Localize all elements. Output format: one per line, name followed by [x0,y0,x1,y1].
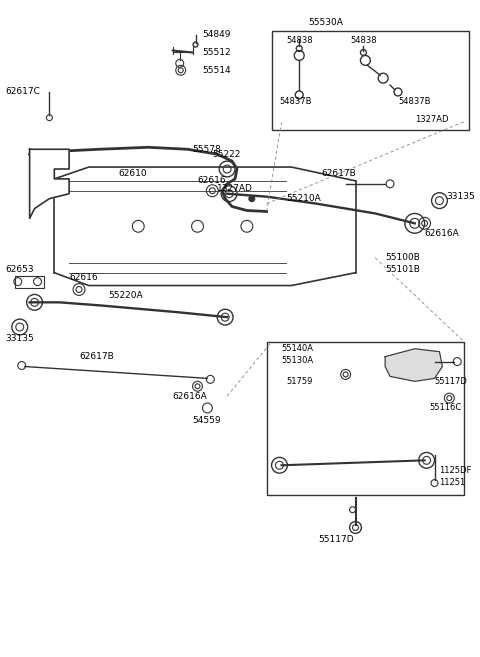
Text: 33135: 33135 [446,192,475,201]
Text: 55100B: 55100B [385,254,420,262]
Text: 54559: 54559 [192,417,221,425]
Text: 1125DF: 1125DF [440,466,472,475]
Text: 51759: 51759 [287,377,313,386]
Text: 54838: 54838 [287,36,313,45]
Bar [15,276,45,288]
Text: 55210A: 55210A [287,194,321,203]
Text: 55530A: 55530A [309,18,343,28]
Text: 11251: 11251 [440,478,466,487]
Text: 54837B: 54837B [279,97,312,106]
Text: 55578: 55578 [192,145,221,154]
Text: 55512: 55512 [203,48,231,57]
Text: 1327AD: 1327AD [217,184,253,193]
Text: 55116C: 55116C [430,403,462,413]
Text: 62617B: 62617B [321,170,356,179]
Bar [266,342,464,495]
Text: 62616: 62616 [69,273,98,282]
Text: 54837B: 54837B [398,97,431,106]
Text: 55222: 55222 [212,150,240,159]
Bar [272,31,469,129]
Text: 54838: 54838 [350,36,377,45]
Text: 33135: 33135 [5,334,34,344]
Polygon shape [385,349,443,381]
Text: 54849: 54849 [203,30,231,39]
Text: 55514: 55514 [203,66,231,75]
Text: 62617C: 62617C [5,87,40,97]
Text: 62617B: 62617B [79,352,114,361]
Text: 55130A: 55130A [281,356,313,365]
Circle shape [249,196,255,202]
Text: 1327AD: 1327AD [415,115,448,124]
Text: 55101B: 55101B [385,265,420,274]
Text: 62616: 62616 [197,176,226,185]
Text: 62616A: 62616A [173,392,207,401]
Text: 62653: 62653 [5,265,34,274]
Text: 62616A: 62616A [425,229,459,238]
Text: 62610: 62610 [119,170,147,179]
Text: 55117D: 55117D [318,535,354,544]
Text: 55140A: 55140A [281,344,313,353]
Text: 55117D: 55117D [434,377,468,386]
Polygon shape [30,149,69,218]
Text: 55220A: 55220A [108,291,143,300]
